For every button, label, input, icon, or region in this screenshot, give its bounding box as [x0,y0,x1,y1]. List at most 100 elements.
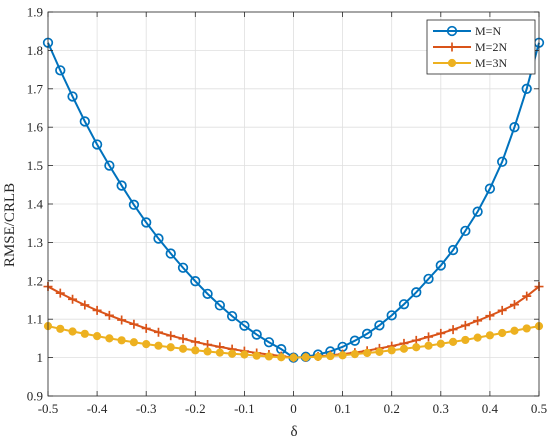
data-point [521,83,532,94]
data-point [398,299,410,310]
y-tick-label: 1.8 [27,43,43,58]
data-point [363,348,372,358]
data-point [226,310,238,322]
data-point [349,335,361,346]
x-tick-label: -0.4 [87,401,108,416]
data-point [251,329,262,340]
y-tick-label: 1.5 [27,158,43,173]
data-point [485,331,494,340]
data-point [55,288,65,298]
x-tick-label: -0.3 [136,401,157,416]
data-point [375,347,384,356]
x-axis-label: δ [290,424,297,440]
data-point [522,324,531,333]
data-point [166,343,175,352]
data-point [473,333,482,342]
data-point [129,319,139,329]
data-point [117,315,127,325]
data-point [104,160,115,171]
data-point [177,262,189,273]
data-point [80,300,90,310]
data-point [190,276,201,287]
y-tick-label: 1.3 [27,235,43,250]
data-point [460,225,471,237]
data-point [190,337,200,347]
data-point [104,310,114,320]
data-point [435,260,446,271]
data-point [436,328,446,338]
data-point [447,244,459,256]
x-tick-label: 0.4 [482,401,499,416]
data-point [326,351,335,361]
data-point [423,273,434,285]
data-point [424,332,434,342]
data-point [252,351,261,360]
data-point [399,344,409,353]
data-point [153,327,163,337]
data-point [289,353,298,362]
series-M=3N [43,322,544,362]
data-point [263,337,275,348]
data-point [56,324,65,333]
y-tick-label: 1.2 [27,273,43,288]
data-point [165,248,176,259]
data-point [154,341,163,350]
data-point [313,352,323,361]
x-tick-label: 0 [290,401,297,416]
legend: M=N M=2N M=3N [426,19,536,75]
data-point [277,353,286,362]
y-tick-label: 1 [37,350,44,365]
legend-marker [446,25,458,37]
data-point [522,291,532,301]
data-point [497,305,507,315]
data-point [473,316,483,326]
legend-entry: M=3N [433,56,507,70]
data-point [498,328,507,338]
data-point [80,329,89,338]
data-point [301,353,310,362]
data-point [55,65,66,76]
data-point [497,156,508,167]
y-tick-label: 1.7 [27,81,44,96]
x-tick-label: -0.2 [185,401,206,416]
data-point [386,310,397,321]
legend-label: M=2N [475,40,507,54]
x-tick-label: -0.1 [234,401,255,416]
data-point [67,91,78,102]
data-point [215,348,224,357]
data-point [166,331,176,341]
data-point [91,139,103,150]
legend-marker [447,58,457,68]
data-point [214,300,226,311]
data-point [191,346,200,355]
x-tick-label: 0.3 [433,401,449,416]
y-tick-label: 0.9 [27,389,43,404]
data-point [412,343,421,352]
y-tick-label: 1.9 [27,5,43,20]
x-tick-label: -0.5 [38,401,59,416]
data-point [448,325,458,335]
data-point [141,323,151,333]
axes: -0.5 -0.4 -0.3 -0.2 -0.1 0 0.1 0.2 0.3 0.4 0.5 0.9 1… [27,5,547,417]
data-point [141,217,152,228]
data-point [178,334,188,344]
data-point [92,305,102,315]
data-point [472,206,483,217]
legend-entry: M=2N [433,40,507,54]
series-layer [42,37,545,363]
data-point [424,341,433,350]
data-point [117,336,126,345]
data-point [68,294,78,304]
data-point [484,183,496,194]
data-point [116,180,127,191]
y-tick-label: 1.1 [27,312,43,327]
data-point [485,311,495,321]
data-point [436,339,445,348]
data-point [411,287,422,298]
data-point [374,320,385,331]
data-point [240,350,249,359]
data-point [142,340,151,349]
data-point [510,326,519,335]
x-tick-label: 0.2 [384,401,400,416]
